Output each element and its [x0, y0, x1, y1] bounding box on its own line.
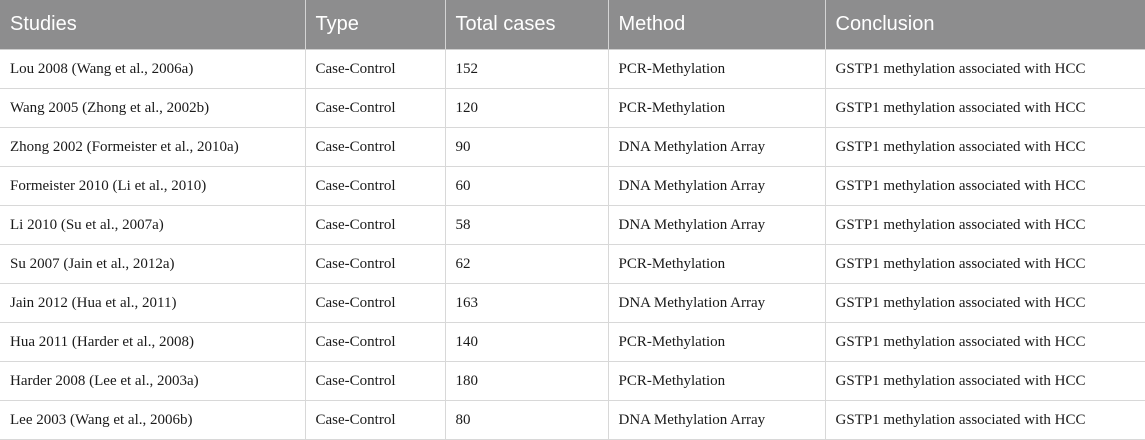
- cell-study: Su 2007 (Jain et al., 2012a): [0, 244, 305, 284]
- cell-method: DNA Methylation Array: [607, 166, 825, 206]
- cell-method: DNA Methylation Array: [607, 400, 825, 440]
- cell-type: Case-Control: [304, 127, 445, 167]
- cell-conclusion: GSTP1 methylation associated with HCC: [824, 322, 1145, 362]
- cell-method: DNA Methylation Array: [607, 205, 825, 245]
- cell-study: Li 2010 (Su et al., 2007a): [0, 205, 305, 245]
- cell-total-cases: 60: [444, 166, 608, 206]
- cell-method: PCR-Methylation: [607, 49, 825, 89]
- cell-study: Zhong 2002 (Formeister et al., 2010a): [0, 127, 305, 167]
- cell-method: PCR-Methylation: [607, 88, 825, 128]
- table-row: Wang 2005 (Zhong et al., 2002b) Case-Con…: [0, 88, 1145, 128]
- cell-total-cases: 163: [444, 283, 608, 323]
- table-row: Formeister 2010 (Li et al., 2010) Case-C…: [0, 166, 1145, 206]
- table-row: Lou 2008 (Wang et al., 2006a) Case-Contr…: [0, 49, 1145, 89]
- cell-conclusion: GSTP1 methylation associated with HCC: [824, 361, 1145, 401]
- table-row: Harder 2008 (Lee et al., 2003a) Case-Con…: [0, 361, 1145, 401]
- cell-conclusion: GSTP1 methylation associated with HCC: [824, 88, 1145, 128]
- cell-conclusion: GSTP1 methylation associated with HCC: [824, 127, 1145, 167]
- cell-total-cases: 80: [444, 400, 608, 440]
- cell-type: Case-Control: [304, 322, 445, 362]
- cell-study: Lou 2008 (Wang et al., 2006a): [0, 49, 305, 89]
- cell-type: Case-Control: [304, 205, 445, 245]
- header-row: Studies Type Total cases Method Conclusi…: [0, 0, 1145, 50]
- cell-method: PCR-Methylation: [607, 361, 825, 401]
- cell-total-cases: 62: [444, 244, 608, 284]
- table-row: Su 2007 (Jain et al., 2012a) Case-Contro…: [0, 244, 1145, 284]
- cell-method: PCR-Methylation: [607, 322, 825, 362]
- cell-type: Case-Control: [304, 49, 445, 89]
- cell-type: Case-Control: [304, 244, 445, 284]
- cell-type: Case-Control: [304, 361, 445, 401]
- header-type: Type: [304, 0, 445, 50]
- cell-conclusion: GSTP1 methylation associated with HCC: [824, 166, 1145, 206]
- header-total-cases: Total cases: [444, 0, 608, 50]
- cell-conclusion: GSTP1 methylation associated with HCC: [824, 205, 1145, 245]
- cell-conclusion: GSTP1 methylation associated with HCC: [824, 49, 1145, 89]
- cell-total-cases: 120: [444, 88, 608, 128]
- table-row: Hua 2011 (Harder et al., 2008) Case-Cont…: [0, 322, 1145, 362]
- cell-study: Hua 2011 (Harder et al., 2008): [0, 322, 305, 362]
- cell-total-cases: 180: [444, 361, 608, 401]
- table-row: Li 2010 (Su et al., 2007a) Case-Control …: [0, 205, 1145, 245]
- cell-conclusion: GSTP1 methylation associated with HCC: [824, 283, 1145, 323]
- cell-type: Case-Control: [304, 88, 445, 128]
- table-row: Lee 2003 (Wang et al., 2006b) Case-Contr…: [0, 400, 1145, 440]
- cell-method: DNA Methylation Array: [607, 127, 825, 167]
- cell-study: Lee 2003 (Wang et al., 2006b): [0, 400, 305, 440]
- cell-study: Harder 2008 (Lee et al., 2003a): [0, 361, 305, 401]
- cell-total-cases: 58: [444, 205, 608, 245]
- cell-study: Jain 2012 (Hua et al., 2011): [0, 283, 305, 323]
- cell-total-cases: 90: [444, 127, 608, 167]
- table-row: Jain 2012 (Hua et al., 2011) Case-Contro…: [0, 283, 1145, 323]
- cell-study: Wang 2005 (Zhong et al., 2002b): [0, 88, 305, 128]
- cell-method: PCR-Methylation: [607, 244, 825, 284]
- cell-conclusion: GSTP1 methylation associated with HCC: [824, 400, 1145, 440]
- header-conclusion: Conclusion: [824, 0, 1145, 50]
- header-studies: Studies: [0, 0, 305, 50]
- cell-total-cases: 140: [444, 322, 608, 362]
- table-row: Zhong 2002 (Formeister et al., 2010a) Ca…: [0, 127, 1145, 167]
- cell-total-cases: 152: [444, 49, 608, 89]
- table-header: Studies Type Total cases Method Conclusi…: [0, 0, 1145, 50]
- cell-method: DNA Methylation Array: [607, 283, 825, 323]
- cell-type: Case-Control: [304, 166, 445, 206]
- cell-type: Case-Control: [304, 283, 445, 323]
- cell-conclusion: GSTP1 methylation associated with HCC: [824, 244, 1145, 284]
- cell-study: Formeister 2010 (Li et al., 2010): [0, 166, 305, 206]
- header-method: Method: [607, 0, 825, 50]
- table-body: Lou 2008 (Wang et al., 2006a) Case-Contr…: [0, 49, 1145, 440]
